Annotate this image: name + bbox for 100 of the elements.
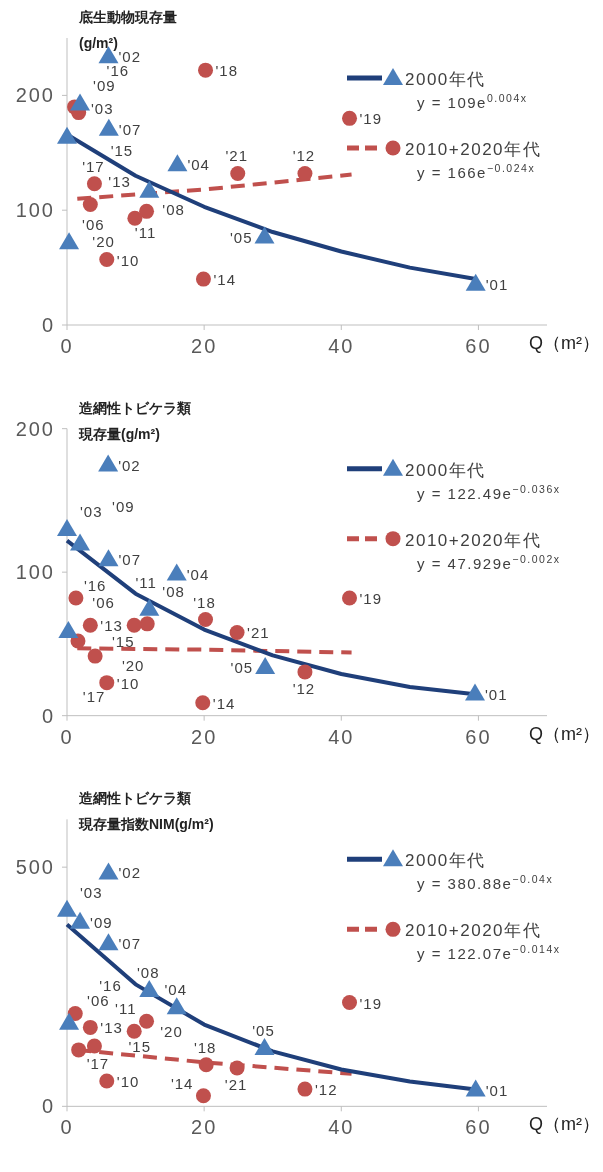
annotation: '03 <box>80 883 103 901</box>
annotation: '06 <box>82 216 105 234</box>
legend-label: 2000年代 <box>405 851 486 871</box>
point <box>70 911 91 929</box>
point <box>70 93 91 111</box>
chart-title: 底生動物現存量 <box>78 9 177 25</box>
x-tick-label: 0 <box>60 1116 74 1139</box>
point <box>255 656 276 674</box>
point <box>139 616 155 632</box>
annotation: '18 <box>215 62 239 80</box>
point <box>139 980 160 998</box>
y-tick-label: 0 <box>41 314 55 336</box>
annotation: '11 <box>115 1000 137 1018</box>
point <box>198 1057 214 1073</box>
point <box>67 1006 83 1022</box>
annotation: '20 <box>160 1023 183 1041</box>
point <box>99 252 115 268</box>
point <box>59 232 80 250</box>
annotation: '10 <box>116 1072 140 1090</box>
point <box>57 126 77 144</box>
annotation: '02 <box>118 456 141 474</box>
annotation: '20 <box>121 657 145 675</box>
annotation: y = 109e$^{0.004x}$ <box>417 92 528 111</box>
point <box>82 1019 98 1035</box>
annotation: '13 <box>100 1019 123 1037</box>
x-tick-label: 40 <box>328 1116 355 1139</box>
point <box>126 617 142 633</box>
point <box>70 533 91 551</box>
annotation: '15 <box>128 1038 151 1056</box>
point <box>58 621 79 638</box>
x-tick-label: 20 <box>191 1116 218 1139</box>
point <box>82 617 98 633</box>
y-axis-title: 現存量指数NIM(g/m²) <box>78 816 214 833</box>
point <box>166 563 187 581</box>
annotation: '12 <box>292 679 316 697</box>
point <box>98 118 119 136</box>
annotation: '17 <box>82 157 105 175</box>
point <box>99 1073 115 1089</box>
x-tick-label: 20 <box>191 725 218 748</box>
annotation: '01 <box>485 275 509 293</box>
legend-label: 2010+2020年代 <box>405 530 542 550</box>
annotation: '05 <box>230 658 254 676</box>
annotation: '18 <box>193 593 216 611</box>
x-tick-label: 60 <box>465 725 492 748</box>
annotation: '14 <box>212 694 236 712</box>
point <box>254 226 275 244</box>
annotation: '10 <box>116 674 140 692</box>
annotation: '18 <box>193 1038 217 1056</box>
annotation: '02 <box>118 864 142 882</box>
annotation: '08 <box>137 964 160 982</box>
point <box>465 273 486 291</box>
annotation: '16 <box>83 577 107 594</box>
point <box>127 210 143 226</box>
annotation: '06 <box>92 594 115 611</box>
x-tick-label: 0 <box>60 725 74 748</box>
point <box>68 590 84 606</box>
point <box>82 196 98 212</box>
chart-title: 造網性トビケラ類 <box>78 399 191 416</box>
point <box>230 165 246 181</box>
annotation: '04 <box>164 981 187 999</box>
annotation: '05 <box>252 1021 275 1039</box>
annotation: '11 <box>135 573 157 591</box>
annotation: '04 <box>186 565 210 583</box>
point <box>98 454 119 472</box>
point <box>139 180 160 198</box>
x-tick-label: 40 <box>328 335 355 357</box>
point <box>297 664 313 680</box>
point <box>57 899 77 917</box>
annotation: '01 <box>485 685 508 703</box>
annotation: y = 166e$^{−0.024x}$ <box>417 162 536 181</box>
x-tick-label: 0 <box>60 335 74 357</box>
x-tick-label: 40 <box>328 725 355 748</box>
x-axis-title: Q（m²） <box>529 333 600 353</box>
annotation: '01 <box>485 1081 509 1099</box>
y-tick-label: 0 <box>41 1095 55 1118</box>
y-tick-label: 200 <box>15 84 55 107</box>
point <box>254 1037 275 1055</box>
point <box>342 590 358 606</box>
y-tick-label: 0 <box>41 704 55 727</box>
annotation: '12 <box>292 147 316 165</box>
annotation: '08 <box>162 200 185 218</box>
point <box>167 154 188 172</box>
point <box>99 675 115 691</box>
point <box>139 1013 155 1029</box>
annotation: '05 <box>229 228 253 246</box>
annotation: '07 <box>118 120 142 138</box>
annotation: y = 122.49e$^{−0.036x}$ <box>417 482 561 502</box>
point <box>342 995 358 1011</box>
annotation: '13 <box>100 617 123 635</box>
annotation: '19 <box>359 590 383 607</box>
annotation: '17 <box>86 1054 110 1072</box>
annotation: '21 <box>247 624 270 642</box>
annotation: '04 <box>187 156 210 174</box>
point <box>297 165 313 181</box>
point <box>229 1060 245 1076</box>
y-axis-title: (g/m²) <box>79 35 118 51</box>
point <box>342 110 358 126</box>
annotation: '14 <box>213 271 237 289</box>
annotation: '06 <box>87 991 110 1009</box>
annotation: '11 <box>134 224 157 242</box>
